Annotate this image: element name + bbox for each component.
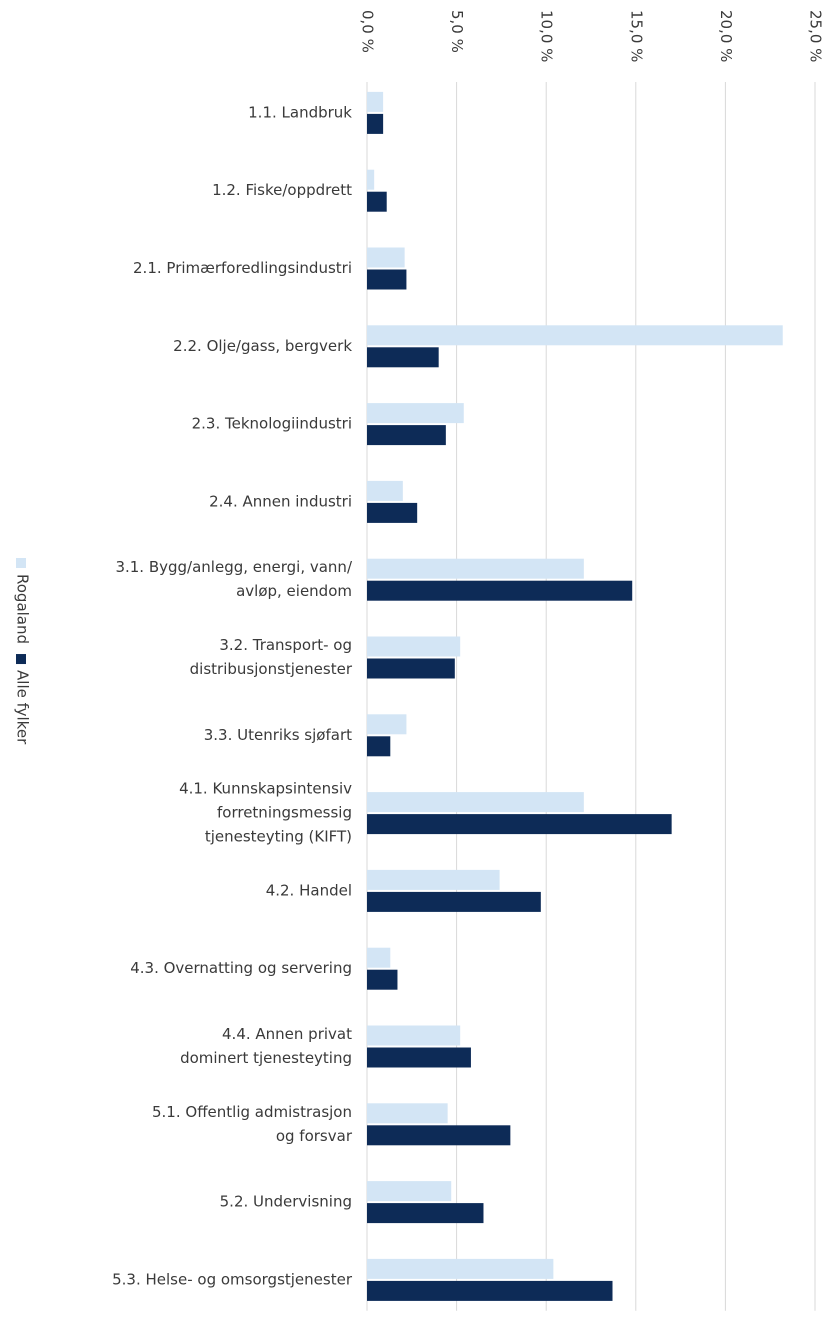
y-tick-label: 2.3. Teknologiindustri	[192, 415, 352, 433]
bar	[367, 191, 387, 212]
y-tick-label: og forsvar	[276, 1127, 353, 1145]
y-tick-label: distribusjonstjenester	[190, 660, 353, 678]
bar	[367, 636, 461, 657]
bar	[367, 714, 407, 735]
x-tick-label: 20,0 %	[717, 10, 735, 62]
legend-swatch	[16, 558, 26, 568]
bar	[367, 558, 584, 579]
bar	[367, 580, 633, 601]
y-tick-label: 5.1. Offentlig admistrasjon	[152, 1103, 352, 1121]
bar	[367, 1181, 452, 1202]
bar	[367, 1258, 554, 1279]
bar	[367, 169, 375, 190]
bar	[367, 658, 455, 679]
x-tick-label: 0,0 %	[359, 10, 377, 53]
y-tick-label: 1.1. Landbruk	[248, 103, 352, 121]
legend-label: Rogaland	[14, 574, 32, 644]
y-tick-label: 5.2. Undervisning	[220, 1193, 352, 1211]
bar	[367, 113, 384, 134]
x-tick-label: 5,0 %	[448, 10, 466, 53]
bar	[367, 1047, 471, 1068]
y-tick-label: 4.2. Handel	[266, 881, 352, 899]
y-tick-label: 4.1. Kunnskapsintensiv	[179, 780, 352, 798]
y-tick-label: 3.1. Bygg/anlegg, energi, vann/	[115, 558, 353, 576]
y-tick-label: tjenesteyting (KIFT)	[205, 828, 352, 846]
bar	[367, 91, 384, 112]
bar	[367, 1280, 613, 1301]
bar	[367, 792, 584, 813]
y-tick-label: 2.1. Primærforedlingsindustri	[133, 259, 352, 277]
bar	[367, 502, 418, 523]
bar	[367, 1125, 511, 1146]
legend-label: Alle fylker	[14, 670, 32, 745]
y-tick-label: 3.3. Utenriks sjøfart	[204, 726, 352, 744]
y-tick-label: 1.2. Fiske/oppdrett	[212, 181, 352, 199]
y-tick-label: avløp, eiendom	[236, 582, 352, 600]
bar	[367, 347, 439, 368]
bar	[367, 1203, 484, 1224]
bar	[367, 947, 391, 968]
y-tick-label: 2.4. Annen industri	[209, 492, 352, 510]
bar	[367, 403, 464, 424]
y-tick-label: 4.4. Annen privat	[222, 1025, 352, 1043]
bar	[367, 325, 783, 346]
bar	[367, 269, 407, 290]
bar	[367, 480, 403, 501]
bar	[367, 736, 391, 757]
bar	[367, 247, 405, 268]
bar	[367, 869, 500, 890]
bar	[367, 1025, 461, 1046]
x-tick-label: 10,0 %	[538, 10, 556, 62]
y-tick-label: 5.3. Helse- og omsorgstjenester	[112, 1270, 353, 1288]
bar	[367, 969, 398, 990]
x-tick-label: 15,0 %	[627, 10, 645, 62]
bar	[367, 814, 672, 835]
x-tick-label: 25,0 %	[807, 10, 825, 62]
y-tick-label: forretningsmessig	[217, 804, 352, 822]
y-tick-label: dominert tjenesteyting	[180, 1049, 352, 1067]
bar	[367, 891, 541, 912]
legend-swatch	[16, 654, 26, 665]
y-tick-label: 4.3. Overnatting og servering	[130, 959, 352, 977]
bar	[367, 1103, 448, 1124]
bar	[367, 425, 446, 446]
y-tick-label: 3.2. Transport- og	[219, 636, 352, 654]
y-tick-label: 2.2. Olje/gass, bergverk	[173, 337, 352, 355]
